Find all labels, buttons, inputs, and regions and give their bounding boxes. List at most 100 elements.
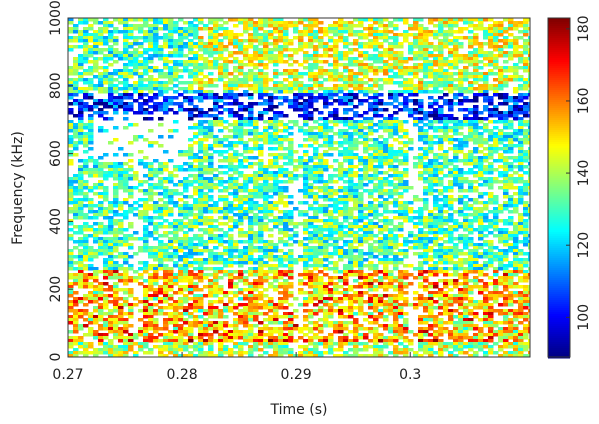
spectrogram-cell <box>233 33 239 37</box>
spectrogram-cell <box>363 135 369 139</box>
spectrogram-cell <box>113 153 119 157</box>
spectrogram-cell <box>448 207 454 211</box>
spectrogram-cell <box>383 30 389 34</box>
spectrogram-cell <box>123 237 129 241</box>
spectrogram-cell <box>343 213 349 217</box>
spectrogram-cell <box>368 54 374 58</box>
spectrogram-cell <box>193 201 199 205</box>
spectrogram-cell <box>143 207 149 211</box>
spectrogram-cell <box>343 63 349 67</box>
spectrogram-cell <box>513 27 519 31</box>
spectrogram-cell <box>128 42 134 46</box>
spectrogram-cell <box>348 42 354 46</box>
spectrogram-cell <box>448 21 454 25</box>
spectrogram-cell <box>318 123 324 127</box>
spectrogram-cell <box>313 177 319 181</box>
spectrogram-cell <box>268 162 274 166</box>
spectrogram-cell <box>118 21 124 25</box>
spectrogram-cell <box>468 159 474 163</box>
spectrogram-cell <box>198 99 204 103</box>
spectrogram-cell <box>368 204 374 208</box>
spectrogram-cell <box>213 120 219 124</box>
spectrogram-cell <box>108 171 114 175</box>
spectrogram-cell <box>453 42 459 46</box>
spectrogram-cell <box>258 75 264 79</box>
spectrogram-cell <box>283 30 289 34</box>
spectrogram-cell <box>268 159 274 163</box>
spectrogram-cell <box>128 168 134 172</box>
spectrogram-cell <box>413 21 419 25</box>
spectrogram-cell <box>488 255 494 259</box>
spectrogram-cell <box>73 84 79 88</box>
spectrogram-cell <box>358 60 364 64</box>
spectrogram-cell <box>298 213 304 217</box>
spectrogram-cell <box>223 231 229 235</box>
spectrogram-cell <box>523 228 529 232</box>
spectrogram-cell <box>468 117 474 121</box>
spectrogram-cell <box>493 93 499 97</box>
spectrogram-cell <box>383 159 389 163</box>
spectrogram-cell <box>323 222 329 226</box>
spectrogram-cell <box>228 96 234 100</box>
spectrogram-cell <box>313 120 319 124</box>
spectrogram-cell <box>78 186 84 190</box>
spectrogram-cell <box>143 60 149 64</box>
spectrogram-cell <box>353 93 359 97</box>
spectrogram-cell <box>258 36 264 40</box>
spectrogram-cell <box>148 204 154 208</box>
spectrogram-cell <box>463 72 469 76</box>
spectrogram-cell <box>218 210 224 214</box>
spectrogram-cell <box>223 126 229 130</box>
spectrogram-cell <box>478 183 484 187</box>
spectrogram-cell <box>163 207 169 211</box>
spectrogram-cell <box>473 165 479 169</box>
spectrogram-cell <box>313 90 319 94</box>
spectrogram-cell <box>518 45 524 49</box>
spectrogram-cell <box>238 252 244 256</box>
spectrogram-cell <box>123 105 129 109</box>
spectrogram-cell <box>133 252 139 256</box>
spectrogram-cell <box>403 168 409 172</box>
spectrogram-cell <box>73 216 79 220</box>
spectrogram-cell <box>233 189 239 193</box>
spectrogram-cell <box>528 129 530 133</box>
spectrogram-cell <box>438 144 444 148</box>
spectrogram-cell <box>78 171 84 175</box>
spectrogram-cell <box>248 249 254 253</box>
spectrogram-cell <box>473 174 479 178</box>
spectrogram-cell <box>228 156 234 160</box>
spectrogram-cell <box>208 177 214 181</box>
spectrogram-cell <box>448 225 454 229</box>
spectrogram-cell <box>263 255 269 259</box>
spectrogram-cell <box>443 36 449 40</box>
spectrogram-cell <box>283 210 289 214</box>
spectrogram-cell <box>353 147 359 151</box>
spectrogram-cell <box>413 240 419 244</box>
spectrogram-cell <box>503 162 509 166</box>
spectrogram-cell <box>348 243 354 247</box>
spectrogram-cell <box>163 27 169 31</box>
spectrogram-cell <box>68 90 74 94</box>
spectrogram-cell <box>403 84 409 88</box>
spectrogram-cell <box>463 240 469 244</box>
spectrogram-cell <box>438 213 444 217</box>
spectrogram-cell <box>123 63 129 67</box>
spectrogram-cell <box>203 159 209 163</box>
spectrogram-cell <box>68 69 74 73</box>
spectrogram-cell <box>203 156 209 160</box>
spectrogram-cell <box>208 240 214 244</box>
spectrogram-cell <box>353 39 359 43</box>
spectrogram-cell <box>433 90 439 94</box>
spectrogram-cell <box>88 69 94 73</box>
spectrogram-cell <box>183 258 189 262</box>
spectrogram-cell <box>323 246 329 250</box>
spectrogram-cell <box>88 201 94 205</box>
spectrogram-cell <box>448 198 454 202</box>
spectrogram-cell <box>378 18 384 22</box>
spectrogram-cell <box>393 198 399 202</box>
spectrogram-cell <box>518 120 524 124</box>
spectrogram-cell <box>113 72 119 76</box>
spectrogram-cell <box>163 96 169 100</box>
spectrogram-cell <box>258 132 264 136</box>
spectrogram-cell <box>523 102 529 106</box>
